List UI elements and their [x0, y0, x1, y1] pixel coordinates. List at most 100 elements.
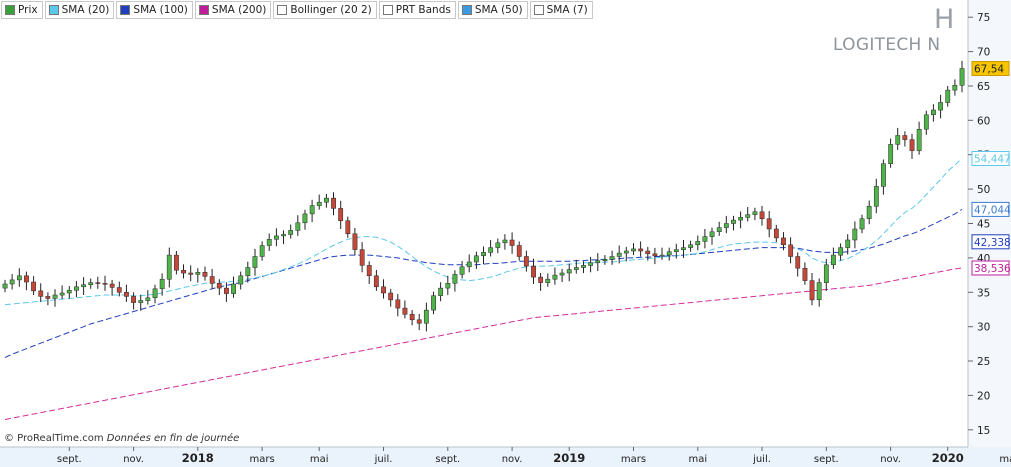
candle-body [538, 276, 544, 283]
x-tick-label: sept. [814, 454, 839, 465]
x-tick-label: juil. [374, 454, 393, 465]
x-tick-label: nov. [123, 454, 144, 465]
x-tick-label: nov. [502, 454, 523, 465]
corner-letter: H [934, 4, 955, 35]
y-tick-label: 65 [977, 81, 990, 93]
legend-item[interactable]: SMA (200) [194, 1, 272, 19]
candle-body [288, 230, 294, 235]
candle-body [431, 295, 436, 311]
candle-body [274, 235, 279, 240]
x-tick-label: mai [688, 454, 707, 465]
candle-body [459, 266, 465, 275]
candle-body [45, 296, 51, 299]
candle-body [502, 239, 508, 244]
last-price-tag-box [971, 61, 1010, 76]
candle-body [416, 319, 422, 324]
y-tick-label: 70 [977, 47, 990, 59]
candle-body [466, 261, 472, 268]
legend-label: PRT Bands [395, 4, 451, 16]
candle-body [659, 254, 665, 257]
candle-body [295, 222, 301, 231]
y-tick-label: 15 [977, 425, 990, 437]
candle-body [616, 252, 622, 257]
candle-body [202, 272, 208, 277]
candle-body [881, 163, 886, 187]
candle-body [145, 297, 151, 301]
candle-body [945, 89, 951, 103]
candle-body [623, 250, 629, 254]
candle-body [888, 144, 894, 164]
candle-body [423, 309, 429, 324]
candle-body [281, 234, 286, 237]
candle-body [745, 214, 751, 218]
candle-body [802, 267, 808, 281]
candle-body [752, 211, 758, 215]
candle-body [695, 241, 701, 246]
x-tick-label: mars [249, 454, 274, 465]
legend-item[interactable]: SMA (20) [44, 1, 115, 19]
candle-body [702, 236, 708, 242]
candle-body [102, 283, 108, 285]
candle-body [352, 233, 358, 250]
candle-body [688, 244, 694, 248]
indicator-legend: Prix SMA (20) SMA (100) SMA (200) Bollinger … [1, 1, 595, 19]
candle-body [581, 265, 586, 268]
candle-body [788, 244, 794, 257]
candle-body [24, 275, 29, 283]
legend-swatch [198, 5, 209, 15]
candle-body [723, 223, 729, 228]
candle-body [74, 286, 79, 291]
candle-body [638, 248, 644, 252]
candle-body [552, 274, 558, 280]
legend-swatch [48, 5, 59, 15]
candle-body [324, 197, 329, 203]
legend-swatch [120, 5, 131, 15]
candle-body [709, 231, 715, 237]
candle-body [174, 254, 179, 271]
candle-body [488, 247, 494, 253]
candle-body [645, 250, 651, 255]
y-tick-label: 50 [977, 184, 990, 196]
candle-body [923, 114, 929, 130]
sma-20-line [4, 158, 963, 306]
candle-body [188, 272, 194, 275]
legend-label: SMA (100) [133, 4, 188, 16]
candle-body [138, 300, 144, 303]
candle-body [345, 220, 351, 235]
candle-body [373, 275, 379, 288]
candle-body [16, 275, 22, 281]
legend-item[interactable]: SMA (100) [116, 1, 193, 19]
candle-body [302, 213, 308, 224]
candle-body [859, 218, 865, 230]
candle-body [316, 201, 322, 206]
candle-body [359, 249, 365, 266]
x-tick-label: mai [310, 454, 329, 465]
legend-item[interactable]: SMA (7) [529, 1, 593, 19]
candle-body [631, 248, 636, 252]
copyright-text: © ProRealTime.com [4, 433, 104, 444]
x-tick-label: sept. [435, 454, 460, 465]
candle-body [124, 292, 129, 297]
candle-body [809, 280, 815, 301]
candle-body [716, 227, 722, 232]
candle-body [195, 272, 201, 275]
legend-label: Prix [18, 4, 38, 16]
legend-item[interactable]: Prix [1, 1, 43, 19]
candle-body [309, 205, 315, 215]
legend-item[interactable]: PRT Bands [378, 1, 456, 19]
candle-body [252, 256, 258, 268]
candle-body [902, 135, 908, 140]
candle-body [224, 287, 229, 294]
candle-body [366, 265, 372, 276]
legend-swatch [533, 5, 544, 15]
x-tick-label: nov. [880, 454, 901, 465]
sma-200-line [4, 267, 963, 420]
candle-body [759, 211, 765, 219]
candle-body [731, 219, 736, 224]
footer-note: © ProRealTime.com Données en fin de jour… [4, 433, 239, 444]
candle-body [402, 307, 408, 315]
legend-item[interactable]: SMA (50) [457, 1, 528, 19]
candle-body [409, 314, 415, 321]
legend-item[interactable]: Bollinger (20 2) [273, 1, 377, 19]
